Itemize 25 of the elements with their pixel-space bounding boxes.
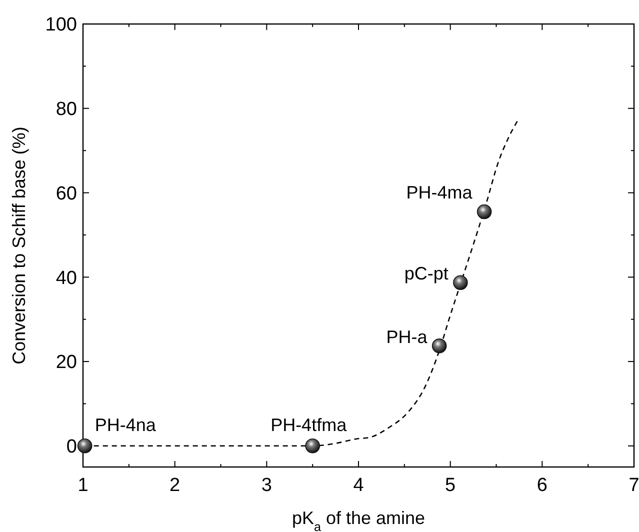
- point: [77, 438, 92, 454]
- x-axis-title: pK$_{a}$ of the amine: [292, 508, 426, 532]
- x-tick-label: 1: [78, 475, 88, 496]
- y-tick-label: 80: [56, 99, 77, 120]
- y-tick-label: 40: [56, 268, 77, 289]
- x-tick-label: 5: [445, 475, 456, 496]
- annotation: PH-4tfma: [270, 414, 348, 435]
- y-tick-label: 0: [66, 436, 77, 458]
- point: [305, 438, 320, 454]
- annotation: pC-pt: [404, 264, 448, 284]
- annotation: PH-4na: [94, 414, 157, 435]
- annotation: PH-4ma: [406, 182, 474, 203]
- x-tick-label: 6: [536, 475, 548, 496]
- y-tick-label: 60: [56, 183, 77, 204]
- point: [432, 338, 447, 354]
- y-tick-label: 100: [45, 14, 77, 36]
- x-tick-label: 4: [353, 475, 364, 496]
- point: [476, 204, 492, 220]
- x-tick-label: 2: [170, 475, 180, 496]
- x-tick-label: 7: [628, 475, 639, 496]
- x-tick-label: 3: [261, 475, 272, 496]
- point: [453, 275, 468, 290]
- annotation: PH-a: [386, 326, 428, 347]
- y-tick-label: 20: [56, 352, 77, 374]
- y-axis-title: Conversion to Schiff base (%): [9, 126, 29, 364]
